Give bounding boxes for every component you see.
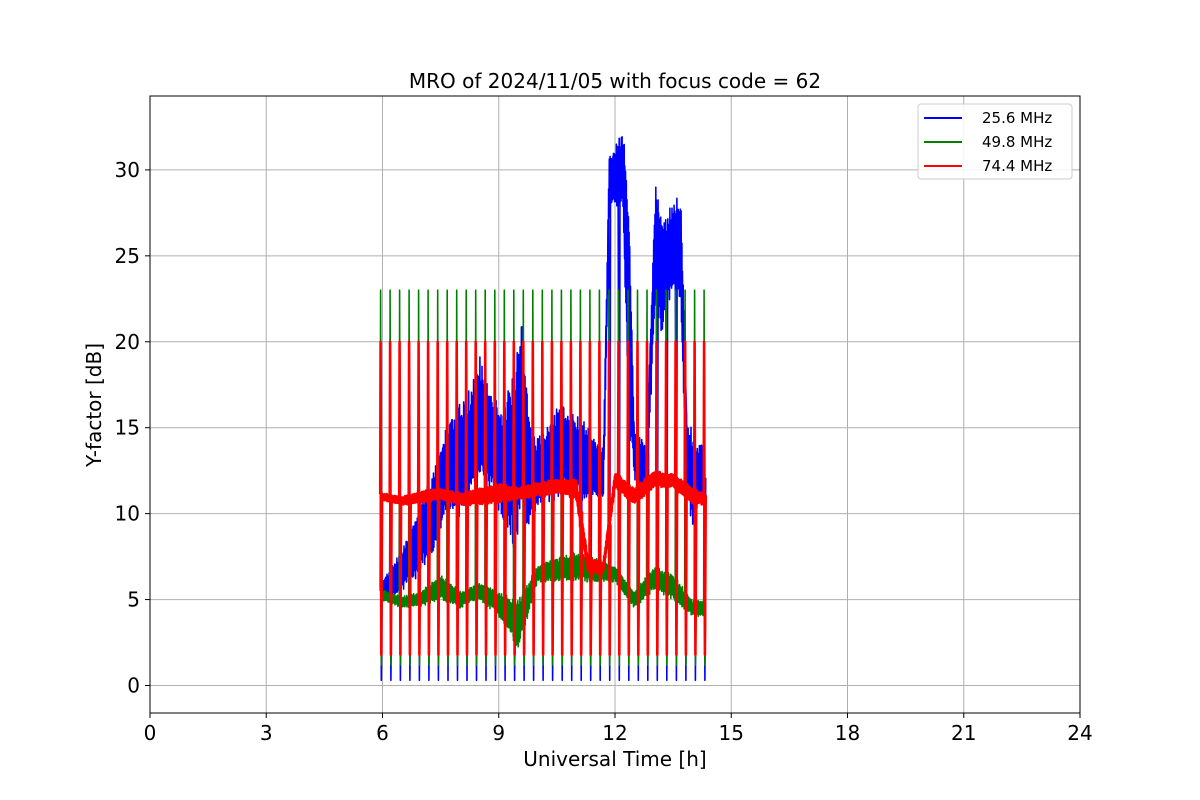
x-tick-label: 9 (492, 721, 505, 745)
y-tick-label: 10 (115, 502, 140, 526)
legend-label-2: 49.8 MHz (982, 133, 1052, 151)
axis-ticks: 0 3 6 9 12 15 18 21 24 0 5 10 15 20 25 30 (115, 158, 1093, 745)
x-tick-label: 15 (719, 721, 744, 745)
series-line-3 (378, 340, 707, 656)
x-tick-label: 21 (951, 721, 976, 745)
x-tick-label: 3 (260, 721, 273, 745)
series-layer (378, 136, 707, 682)
y-tick-label: 5 (127, 588, 140, 612)
x-tick-label: 0 (144, 721, 157, 745)
x-tick-label: 6 (376, 721, 389, 745)
legend-label-3: 74.4 MHz (982, 157, 1052, 175)
legend-box (917, 103, 1073, 180)
y-tick-label: 25 (115, 244, 140, 268)
y-tick-label: 20 (115, 330, 140, 354)
x-tick-label: 24 (1067, 721, 1092, 745)
x-tick-label: 18 (835, 721, 860, 745)
legend-label-1: 25.6 MHz (982, 109, 1052, 127)
y-tick-label: 30 (115, 158, 140, 182)
y-tick-label: 15 (115, 416, 140, 440)
x-axis-label: Universal Time [h] (523, 747, 706, 771)
y-tick-label: 0 (127, 674, 140, 698)
legend: 25.6 MHz 49.8 MHz 74.4 MHz (917, 103, 1073, 180)
y-axis-label: Y-factor [dB] (82, 343, 106, 468)
x-tick-label: 12 (602, 721, 627, 745)
chart-title: MRO of 2024/11/05 with focus code = 62 (409, 69, 821, 93)
